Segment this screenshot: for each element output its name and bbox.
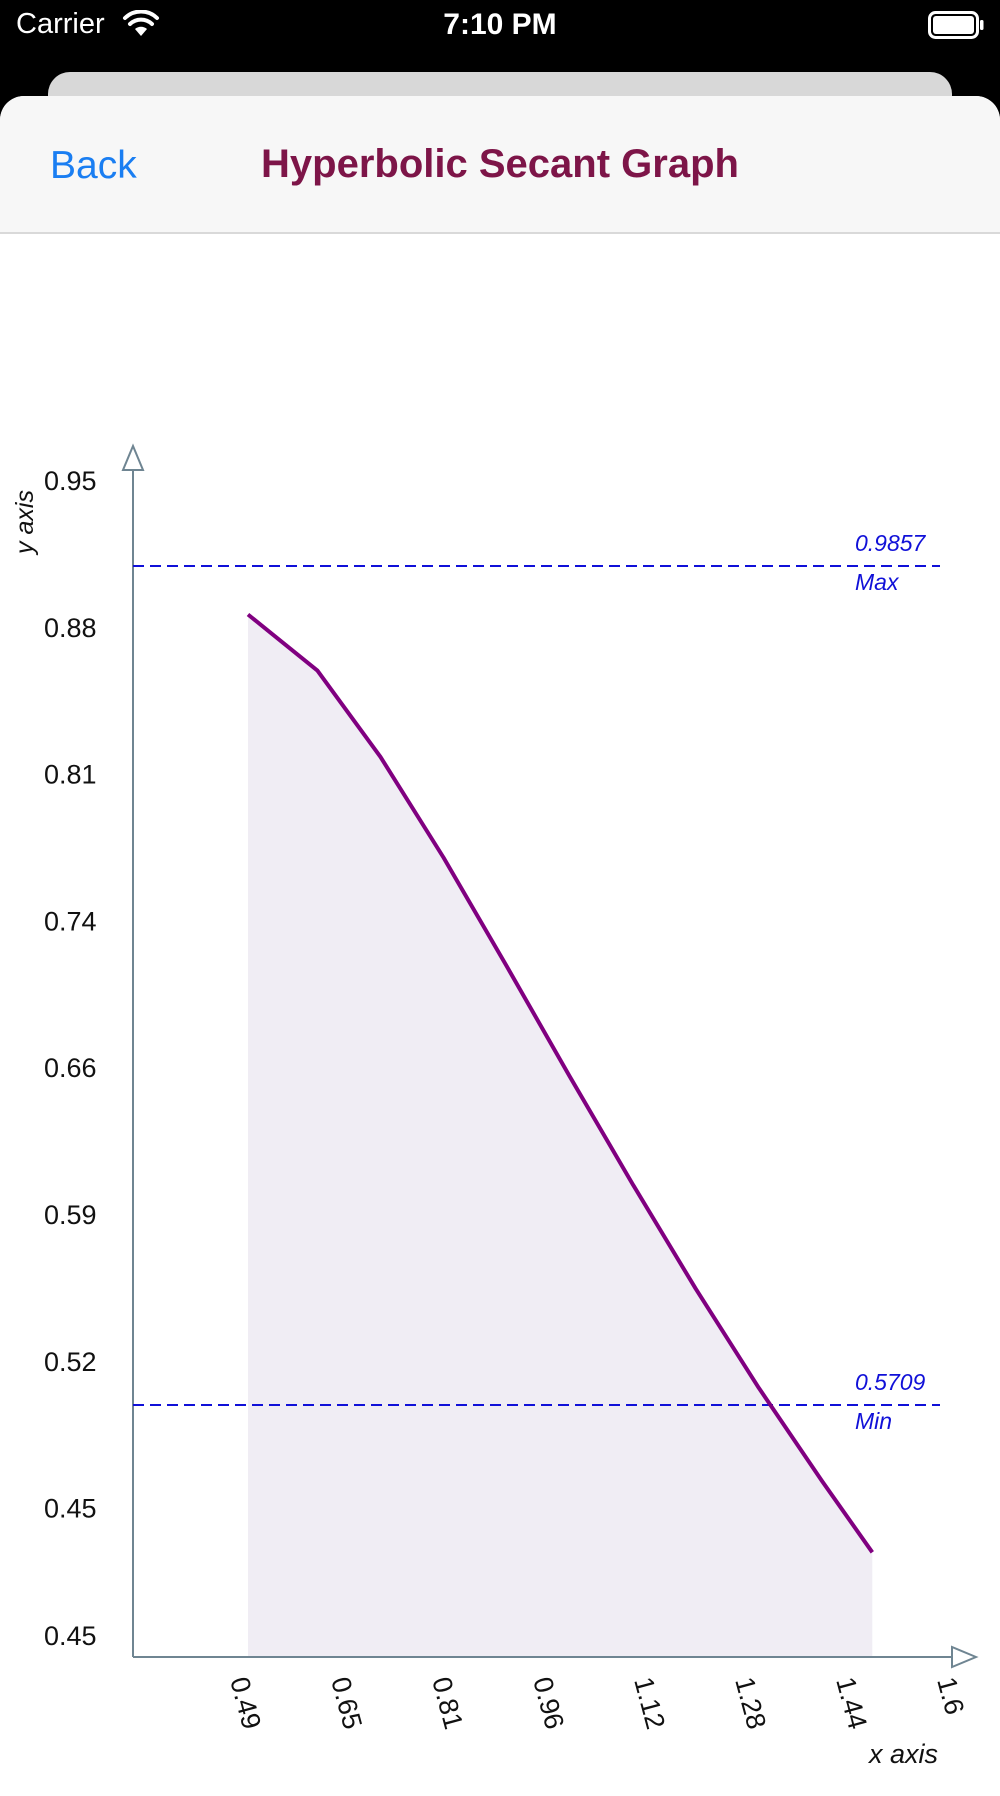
navigation-bar: Back Hyperbolic Secant Graph <box>0 96 1000 234</box>
x-tick-label: 0.96 <box>527 1674 570 1733</box>
y-tick-label: 0.95 <box>44 466 97 496</box>
min-label: Min <box>855 1408 892 1434</box>
x-tick-label: 1.12 <box>628 1674 671 1733</box>
x-tick-label: 1.28 <box>729 1674 772 1733</box>
back-button[interactable]: Back <box>50 144 137 187</box>
x-tick-label: 1.44 <box>830 1674 873 1733</box>
y-axis-arrow <box>121 443 145 471</box>
y-tick-label: 0.81 <box>44 760 97 790</box>
x-tick-labels: 0.49 0.65 0.81 0.96 1.12 1.28 1.44 1.6 <box>224 1674 970 1733</box>
min-value-label: 0.5709 <box>855 1369 926 1395</box>
y-axis-label: y axis <box>11 490 39 556</box>
x-tick-label: 0.65 <box>325 1674 368 1733</box>
y-tick-label: 0.59 <box>44 1200 97 1230</box>
y-tick-label: 0.52 <box>44 1347 97 1377</box>
x-axis-label: x axis <box>867 1739 938 1769</box>
y-tick-labels: 0.95 0.88 0.81 0.74 0.66 0.59 0.52 0.45 0.45 <box>44 466 97 1651</box>
curve-line <box>246 612 874 1554</box>
wifi-icon <box>123 10 159 36</box>
carrier-label: Carrier <box>16 8 105 40</box>
y-tick-label: 0.45 <box>44 1621 97 1651</box>
x-tick-label: 0.81 <box>426 1674 469 1733</box>
max-label: Max <box>855 569 900 595</box>
x-tick-label: 1.6 <box>931 1674 970 1718</box>
y-tick-label: 0.45 <box>44 1494 97 1524</box>
page-title: Hyperbolic Secant Graph <box>261 142 739 186</box>
x-tick-label: 0.49 <box>224 1674 267 1733</box>
status-bar: Carrier 7:10 PM <box>0 0 1000 60</box>
max-value-label: 0.9857 <box>855 530 927 556</box>
x-axis-arrow <box>951 1645 979 1669</box>
area-fill <box>248 614 873 1657</box>
y-tick-label: 0.88 <box>44 613 97 643</box>
battery-icon <box>928 11 984 39</box>
y-tick-label: 0.66 <box>44 1053 97 1083</box>
y-tick-label: 0.74 <box>44 906 97 936</box>
clock: 7:10 PM <box>443 8 557 41</box>
